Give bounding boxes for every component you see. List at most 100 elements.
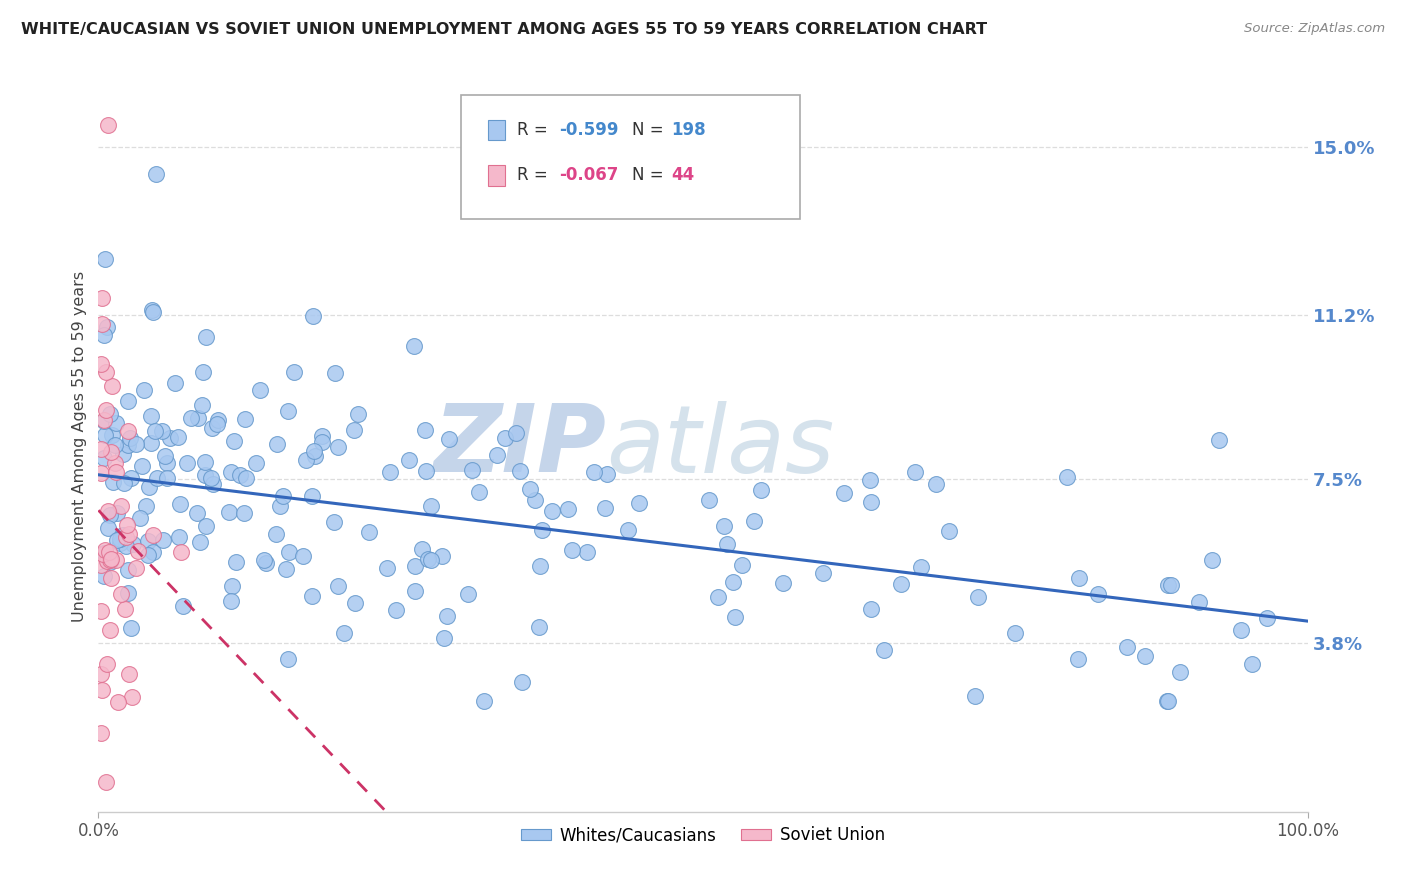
Point	[155, 456, 177, 470]
Point	[107, 695, 129, 709]
Point	[332, 626, 354, 640]
Point	[461, 463, 484, 477]
Point	[1087, 587, 1109, 601]
Point	[278, 545, 301, 559]
Point	[697, 493, 720, 508]
Point	[966, 591, 988, 605]
Point	[96, 320, 118, 334]
Legend: Whites/Caucasians, Soviet Union: Whites/Caucasians, Soviet Union	[515, 820, 891, 851]
Text: R =: R =	[517, 167, 553, 185]
Point	[415, 464, 437, 478]
Point	[404, 558, 426, 573]
Point	[375, 561, 398, 575]
Point	[291, 549, 314, 563]
Text: N =: N =	[631, 121, 668, 139]
Point	[1056, 470, 1078, 484]
Point	[120, 471, 142, 485]
Point	[245, 456, 267, 470]
Point	[486, 448, 509, 462]
Point	[138, 480, 160, 494]
Point	[596, 467, 619, 481]
Point	[505, 425, 527, 440]
Point	[468, 485, 491, 500]
Point	[104, 553, 127, 567]
Point	[135, 499, 157, 513]
Point	[193, 364, 215, 378]
Point	[301, 590, 323, 604]
Text: 198: 198	[672, 121, 706, 139]
Point	[90, 726, 112, 740]
Point	[925, 476, 948, 491]
Point	[187, 411, 209, 425]
Point	[101, 428, 124, 442]
Point	[418, 552, 440, 566]
Point	[91, 547, 114, 561]
Point	[105, 506, 128, 520]
Point	[100, 623, 122, 637]
Point	[121, 690, 143, 705]
Point	[100, 378, 122, 392]
Point	[93, 414, 115, 428]
Point	[90, 558, 112, 572]
Text: WHITE/CAUCASIAN VS SOVIET UNION UNEMPLOYMENT AMONG AGES 55 TO 59 YEARS CORRELATI: WHITE/CAUCASIAN VS SOVIET UNION UNEMPLOY…	[21, 22, 987, 37]
Text: R =: R =	[517, 121, 553, 139]
Point	[104, 456, 127, 470]
Point	[118, 527, 141, 541]
Point	[343, 423, 366, 437]
Point	[277, 404, 299, 418]
Point	[437, 433, 460, 447]
Point	[269, 499, 291, 513]
Y-axis label: Unemployment Among Ages 55 to 59 years: Unemployment Among Ages 55 to 59 years	[72, 270, 87, 622]
Point	[94, 542, 117, 557]
Point	[96, 554, 118, 568]
Point	[472, 694, 495, 708]
Point	[430, 549, 453, 563]
Point	[385, 603, 408, 617]
Point	[1004, 626, 1026, 640]
Point	[145, 167, 167, 181]
Point	[540, 504, 562, 518]
Point	[322, 515, 344, 529]
Point	[200, 471, 222, 485]
Point	[834, 486, 856, 500]
Point	[94, 252, 117, 266]
Point	[510, 674, 533, 689]
Point	[96, 657, 118, 671]
Point	[873, 643, 896, 657]
Point	[195, 329, 218, 343]
Point	[194, 468, 217, 483]
Point	[311, 429, 333, 443]
Point	[419, 553, 441, 567]
Point	[105, 416, 128, 430]
Point	[1256, 611, 1278, 625]
Point	[104, 437, 127, 451]
Point	[125, 561, 148, 575]
Point	[152, 424, 174, 438]
Point	[494, 431, 516, 445]
Point	[1230, 623, 1253, 637]
Point	[97, 119, 120, 133]
Point	[145, 424, 167, 438]
Point	[1201, 553, 1223, 567]
Text: 44: 44	[672, 167, 695, 185]
Point	[202, 477, 225, 491]
Point	[859, 601, 882, 615]
Point	[249, 383, 271, 397]
Point	[94, 365, 117, 379]
Point	[91, 291, 114, 305]
Point	[904, 465, 927, 479]
Point	[100, 552, 122, 566]
Point	[276, 562, 298, 576]
Point	[90, 683, 112, 698]
Point	[219, 593, 242, 607]
Point	[225, 555, 247, 569]
Point	[229, 467, 252, 482]
Point	[411, 542, 433, 557]
Point	[860, 495, 883, 509]
Point	[120, 431, 142, 445]
Point	[90, 466, 112, 480]
Point	[813, 566, 835, 580]
Point	[744, 514, 766, 528]
Point	[172, 599, 194, 613]
Point	[271, 489, 294, 503]
